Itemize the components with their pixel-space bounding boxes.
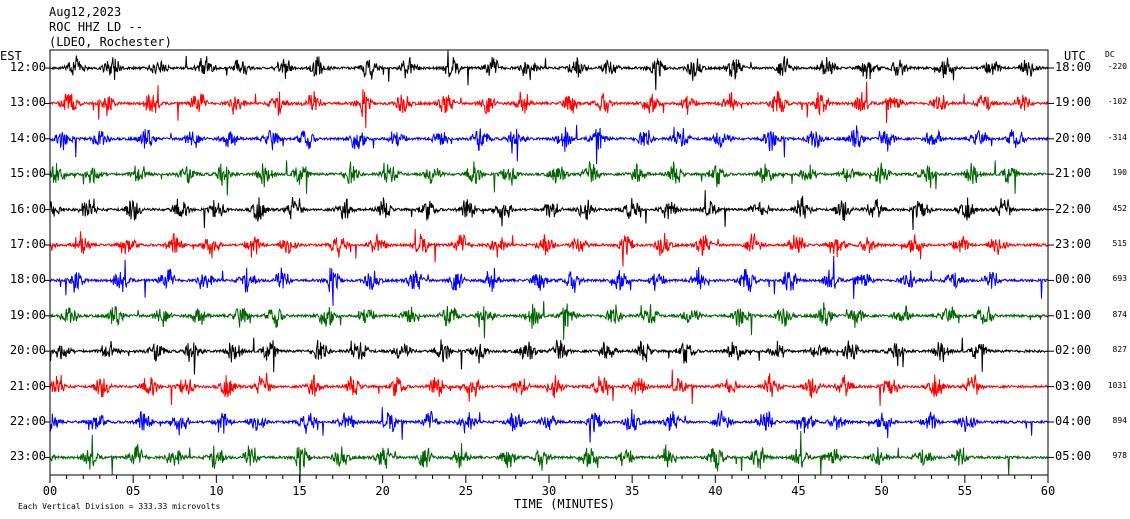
dc-offset-label: 190 — [1112, 168, 1127, 178]
dc-offset-label: 452 — [1112, 203, 1127, 213]
est-zone-label: EST — [0, 49, 22, 63]
dc-offset-label: -102 — [1107, 97, 1127, 107]
x-tick-label: 35 — [624, 484, 640, 498]
trace-1600 — [49, 190, 1049, 231]
est-time-label: 21:00 — [9, 378, 46, 393]
utc-time-label: 00:00 — [1055, 272, 1092, 287]
est-time-label: 17:00 — [9, 237, 46, 251]
x-tick-label: 10 — [209, 484, 224, 498]
x-tick-label: 25 — [458, 484, 474, 498]
est-time-label: 13:00 — [9, 95, 46, 110]
dc-offset-label: 693 — [1112, 274, 1127, 284]
trace-1300 — [49, 81, 1049, 129]
x-tick-label: 00 — [42, 484, 58, 498]
trace-2300 — [49, 430, 1049, 483]
dc-offset-label: -220 — [1107, 62, 1127, 71]
x-tick-label: 45 — [791, 484, 806, 498]
utc-time-label: 21:00 — [1055, 166, 1092, 181]
x-tick-label: 15 — [292, 484, 307, 498]
est-time-label: 14:00 — [9, 130, 46, 145]
est-time-label: 12:00 — [9, 60, 46, 74]
trace-2000 — [49, 337, 1049, 375]
est-time-label: 19:00 — [9, 307, 46, 322]
trace-group — [49, 50, 1049, 483]
x-tick-label: 20 — [375, 484, 390, 498]
x-tick-label: 05 — [125, 484, 141, 498]
header-station: ROC HHZ LD -- — [49, 20, 143, 34]
utc-time-label: 22:00 — [1055, 201, 1092, 216]
header-location: (LDEO, Rochester) — [49, 35, 172, 49]
dc-offset-label: 827 — [1112, 345, 1127, 355]
plot-frame — [49, 49, 1049, 476]
est-time-label: 18:00 — [9, 272, 46, 287]
est-time-label: 15:00 — [9, 166, 46, 181]
utc-time-label: 02:00 — [1055, 343, 1092, 358]
x-axis-label: TIME (MINUTES) — [514, 497, 616, 511]
trace-1400 — [49, 124, 1049, 165]
x-tick-label: 30 — [541, 484, 557, 498]
trace-1900 — [49, 301, 1049, 340]
scale-note: Each Vertical Division = 333.33 microvol… — [18, 502, 221, 511]
dc-offset-label: 978 — [1112, 451, 1127, 461]
utc-time-label: 20:00 — [1055, 130, 1092, 145]
utc-time-label: 04:00 — [1055, 414, 1092, 428]
est-time-label: 16:00 — [9, 201, 46, 216]
x-tick-label: 40 — [708, 484, 723, 498]
trace-1200 — [49, 50, 1049, 91]
x-tick-label: 55 — [957, 484, 973, 498]
axes-group — [44, 49, 1054, 483]
trace-2100 — [49, 369, 1049, 406]
dc-offset-label: 1031 — [1107, 380, 1127, 390]
dc-header-label: DC — [1105, 50, 1115, 59]
utc-time-label: 05:00 — [1055, 449, 1092, 464]
utc-time-label: 23:00 — [1055, 237, 1092, 251]
trace-1800 — [49, 255, 1049, 306]
trace-1500 — [49, 160, 1049, 196]
trace-2200 — [49, 407, 1049, 443]
dc-offset-label: 894 — [1112, 416, 1127, 425]
utc-time-label: 03:00 — [1055, 378, 1092, 393]
header-date: Aug12,2023 — [49, 5, 122, 19]
utc-time-label: 18:00 — [1055, 60, 1092, 74]
x-tick-label: 50 — [874, 484, 889, 498]
dc-offset-label: 874 — [1112, 309, 1127, 319]
utc-time-label: 19:00 — [1055, 95, 1092, 110]
est-time-label: 22:00 — [9, 414, 46, 428]
est-time-label: 23:00 — [9, 449, 46, 464]
utc-zone-label: UTC — [1064, 49, 1086, 63]
dc-offset-label: -314 — [1107, 132, 1127, 142]
est-time-label: 20:00 — [9, 343, 46, 358]
trace-1700 — [49, 228, 1049, 267]
utc-time-label: 01:00 — [1055, 307, 1092, 322]
x-tick-label: 60 — [1040, 484, 1056, 498]
dc-offset-label: 515 — [1112, 239, 1127, 248]
